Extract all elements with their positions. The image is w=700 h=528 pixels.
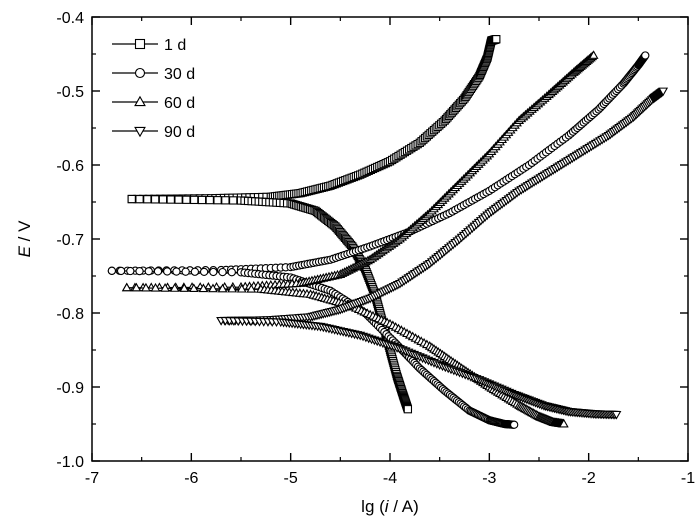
- data-point: [205, 195, 214, 205]
- data-point: [403, 405, 413, 414]
- legend-marker: [134, 126, 146, 138]
- y-tick-label: -0.4: [56, 10, 84, 27]
- y-tick-label: -0.5: [56, 84, 84, 101]
- data-point: [209, 267, 218, 277]
- x-tick-label: -1: [681, 470, 695, 487]
- data-point: [179, 283, 190, 292]
- legend-item: 30 d: [112, 66, 195, 83]
- y-tick-label: -0.9: [56, 380, 84, 397]
- legend-label: 1 d: [164, 37, 186, 54]
- data-point: [166, 195, 175, 204]
- legend-marker: [134, 38, 146, 50]
- data-point: [153, 267, 163, 276]
- x-tick-label: -5: [284, 470, 298, 487]
- data-point: [213, 196, 222, 205]
- data-point: [510, 420, 519, 429]
- data-point: [641, 51, 650, 60]
- data-point: [658, 87, 669, 97]
- x-tick-label: -3: [482, 470, 496, 487]
- data-point: [163, 267, 172, 276]
- data-point: [107, 266, 117, 275]
- x-tick-label: -4: [383, 470, 397, 487]
- data-point: [611, 410, 622, 420]
- data-point: [121, 282, 132, 292]
- data-point: [144, 267, 153, 276]
- data-point: [190, 195, 199, 205]
- legend-label: 30 d: [164, 66, 195, 83]
- data-point: [116, 266, 126, 276]
- data-point: [236, 283, 247, 293]
- data-point: [169, 283, 180, 292]
- y-tick-label: -1.0: [56, 454, 84, 471]
- y-axis-title: E / V: [15, 220, 34, 258]
- data-point: [135, 194, 144, 204]
- data-point: [199, 267, 209, 277]
- data-point: [227, 283, 238, 293]
- x-axis-title: lg (i / A): [361, 497, 419, 516]
- data-point: [143, 195, 152, 204]
- legend-label: 90 d: [164, 124, 195, 141]
- data-point: [126, 266, 135, 276]
- data-point: [221, 196, 230, 205]
- series-1-d: [127, 35, 501, 414]
- data-point: [588, 50, 599, 59]
- data-point: [190, 267, 200, 276]
- data-point: [182, 195, 191, 204]
- data-point: [135, 266, 144, 276]
- y-tick-label: -0.7: [56, 232, 84, 249]
- axes: -7 -6 -5 -4 -3 -2 -1 -1.0 -0.9 -0.8 -0.7 -0.6 -0.5 -0…: [15, 10, 695, 516]
- series-line-cathodic: [131, 198, 409, 410]
- legend-item: 1 d: [112, 37, 186, 54]
- data-point: [127, 194, 136, 204]
- legend-item: 90 d: [112, 124, 195, 141]
- x-tick-label: -6: [184, 470, 198, 487]
- data-point: [141, 282, 151, 292]
- data-point: [172, 267, 181, 276]
- series-90-d: [216, 87, 669, 420]
- data-point: [246, 283, 257, 293]
- data-point: [150, 282, 161, 292]
- legend: 1 d 30 d 60 d 90 d: [112, 37, 195, 141]
- data-point: [198, 283, 209, 293]
- data-point: [218, 267, 227, 277]
- legend-label: 60 d: [164, 95, 195, 112]
- legend-item: 60 d: [112, 95, 195, 112]
- data-point: [158, 195, 168, 204]
- data-point: [227, 268, 236, 277]
- x-tick-label: -2: [582, 470, 596, 487]
- data-point: [217, 283, 228, 293]
- data-point: [181, 267, 190, 276]
- data-point: [131, 282, 142, 292]
- legend-marker: [134, 67, 146, 79]
- data-point: [208, 283, 218, 293]
- y-tick-label: -0.6: [56, 158, 84, 175]
- data-point: [558, 418, 569, 428]
- data-point: [174, 195, 183, 204]
- data-point: [197, 195, 207, 205]
- data-point: [492, 35, 501, 44]
- plot-area: [107, 35, 669, 429]
- y-tick-label: -0.8: [56, 306, 84, 323]
- legend-marker: [134, 95, 146, 107]
- data-point: [188, 283, 199, 293]
- data-point: [150, 195, 160, 204]
- data-point: [229, 196, 238, 205]
- x-tick-label: -7: [85, 470, 99, 487]
- data-point: [160, 283, 170, 292]
